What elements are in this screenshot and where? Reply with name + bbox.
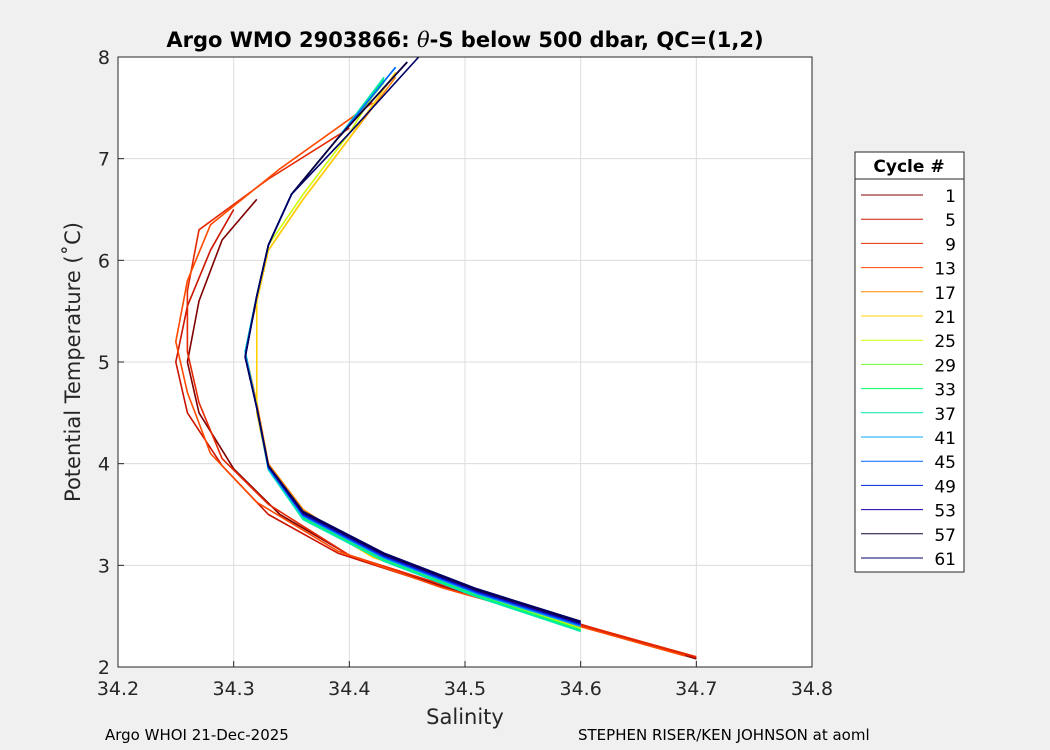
legend-label-cycle-13: 13 bbox=[934, 260, 956, 280]
legend-label-cycle-29: 29 bbox=[934, 356, 956, 376]
y-tick-label: 6 bbox=[98, 250, 110, 272]
legend-label-cycle-17: 17 bbox=[934, 284, 956, 304]
legend-label-cycle-45: 45 bbox=[934, 453, 956, 473]
legend-label-cycle-33: 33 bbox=[934, 381, 956, 401]
legend-label-cycle-9: 9 bbox=[945, 235, 956, 255]
series-layer bbox=[175, 57, 697, 660]
chart-title: Argo WMO 2903866: θ-S below 500 dbar, QC… bbox=[166, 28, 763, 52]
legend-label-cycle-21: 21 bbox=[934, 308, 956, 328]
x-tick-label: 34.2 bbox=[97, 678, 139, 700]
legend-label-cycle-41: 41 bbox=[934, 429, 956, 449]
legend-label-cycle-5: 5 bbox=[945, 211, 956, 231]
x-axis-ticks: 34.2 34.3 34.4 34.5 34.6 34.7 34.8 bbox=[97, 661, 833, 700]
legend-label-cycle-61: 61 bbox=[934, 550, 956, 570]
x-tick-label: 34.6 bbox=[560, 678, 602, 700]
legend-label-cycle-49: 49 bbox=[934, 477, 956, 497]
y-tick-label: 4 bbox=[98, 454, 110, 476]
x-tick-label: 34.8 bbox=[791, 678, 833, 700]
x-tick-label: 34.7 bbox=[675, 678, 717, 700]
legend-label-cycle-57: 57 bbox=[934, 526, 956, 546]
y-axis-ticks: 2 3 4 5 6 7 8 bbox=[98, 47, 124, 679]
x-axis-label: Salinity bbox=[426, 705, 504, 729]
y-axis-label: Potential Temperature (˚C) bbox=[61, 222, 85, 502]
series-line-cycle-61 bbox=[244, 57, 581, 623]
x-tick-label: 34.4 bbox=[328, 678, 370, 700]
series-line-cycle-13 bbox=[175, 102, 686, 657]
y-tick-label: 7 bbox=[98, 149, 110, 171]
y-tick-label: 5 bbox=[98, 352, 110, 374]
footer-right: STEPHEN RISER/KEN JOHNSON at aoml bbox=[578, 726, 870, 744]
legend-label-cycle-25: 25 bbox=[934, 332, 956, 352]
y-tick-label: 2 bbox=[98, 657, 110, 679]
legend-box bbox=[854, 151, 965, 573]
footer-left: Argo WHOI 21-Dec-2025 bbox=[105, 726, 289, 744]
legend-label-cycle-53: 53 bbox=[934, 502, 956, 522]
y-tick-label: 3 bbox=[98, 555, 110, 577]
x-tick-label: 34.3 bbox=[213, 678, 255, 700]
legend-items: 1 5 9 13 17 21 25 29 33 37 41 45 49 53 57 61 bbox=[861, 187, 956, 570]
legend-label-cycle-37: 37 bbox=[934, 405, 956, 425]
legend-label-cycle-1: 1 bbox=[945, 187, 956, 207]
legend: Cycle # 1 5 9 13 17 21 25 29 33 37 41 45 49 53 57 61 bbox=[854, 151, 965, 573]
y-tick-label: 8 bbox=[98, 47, 110, 69]
x-tick-label: 34.5 bbox=[444, 678, 486, 700]
legend-title: Cycle # bbox=[873, 157, 944, 177]
